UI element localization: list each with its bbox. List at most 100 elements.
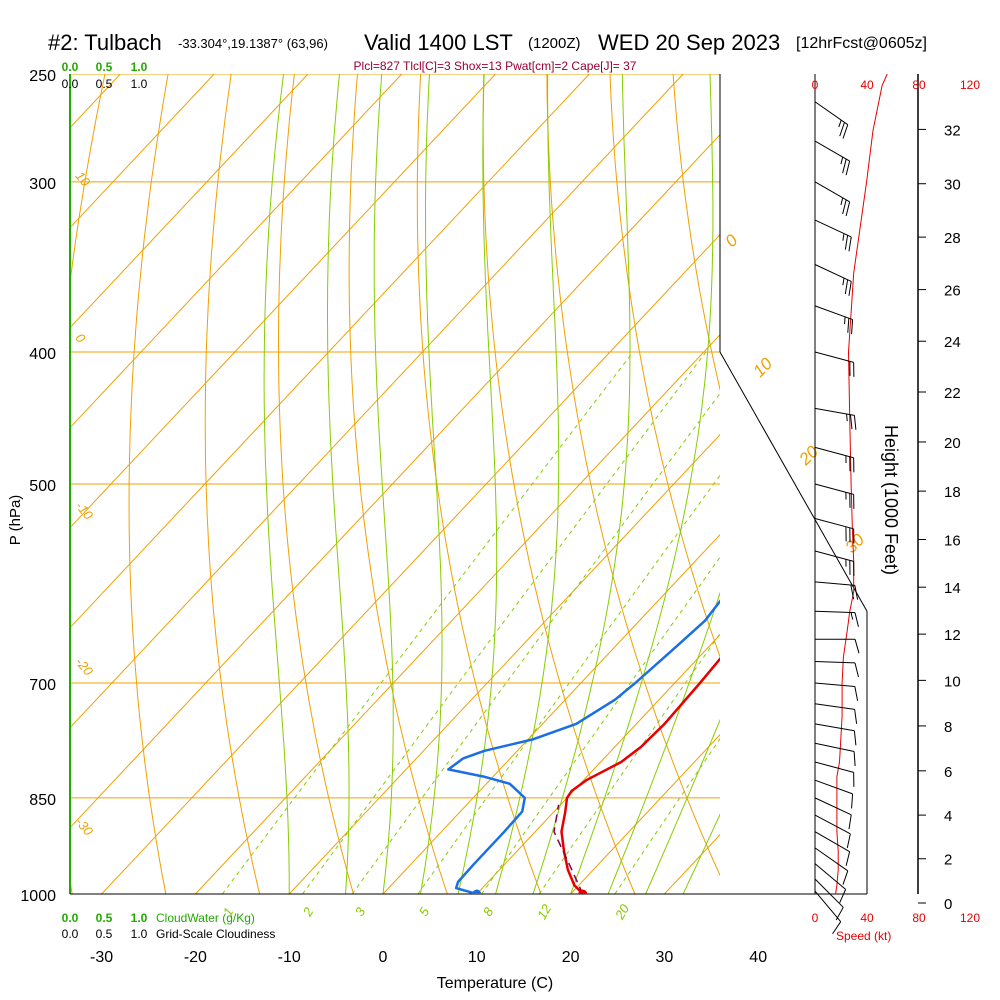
wind-barb: [814, 661, 859, 678]
height-tick-label: 14: [944, 580, 961, 597]
cloudiness-tick-bottom: 0.0: [62, 927, 79, 941]
pressure-tick-label: 250: [29, 68, 56, 85]
cloud-water-tick-bottom: 0.0: [62, 911, 79, 925]
mixing-ratio-line: [538, 632, 720, 894]
moist-adiabat-line: [682, 813, 720, 894]
y-axis-label: P (hPa): [7, 495, 24, 546]
wind-barb: [814, 863, 847, 903]
wind-barb: [815, 638, 860, 654]
mixing-ratio-line: [417, 474, 720, 894]
wind-barb: [814, 140, 851, 176]
dry-adiabat-line: [348, 74, 448, 894]
station-title: #2: Tulbach: [48, 30, 162, 55]
height-tick-label: 18: [944, 484, 961, 501]
moist-adiabat-line: [645, 718, 720, 894]
temperature-tick-label: -20: [184, 949, 207, 966]
height-tick-label: 2: [944, 852, 952, 869]
mixing-ratio-label: 12: [534, 901, 555, 922]
height-tick-label: 8: [944, 719, 952, 736]
isotherm-line: [476, 633, 720, 894]
cloudiness-tick-bottom: 1.0: [131, 927, 148, 941]
pressure-tick-label: 700: [29, 677, 56, 694]
temperature-line: [560, 656, 720, 894]
pressure-tick-label: 850: [29, 792, 56, 809]
dry-adiabat-line: [128, 74, 169, 894]
isotherm-label: -30: [72, 814, 96, 839]
speed-tick-top: 120: [960, 78, 980, 92]
dry-adiabat-label: 20: [795, 442, 823, 470]
height-axis-label: Height (1000 Feet): [881, 425, 901, 575]
speed-axis-label: Speed (kt): [836, 929, 891, 943]
isotherm-line: [288, 433, 720, 894]
mixing-ratio-label: 3: [352, 904, 369, 918]
speed-tick-bottom: 0: [812, 911, 819, 925]
isotherm-line: [70, 74, 309, 329]
dry-adiabat-label: 30: [841, 530, 868, 557]
temperature-tick-label: -10: [278, 949, 301, 966]
isotherm-label: 10: [72, 168, 93, 189]
wind-barb: [814, 264, 852, 296]
mixing-ratio-line: [302, 351, 707, 894]
isotherm-line: [570, 733, 720, 894]
wind-barb: [814, 610, 859, 627]
zulu-time: (1200Z): [528, 35, 581, 52]
mixing-ratio-line: [614, 737, 720, 894]
pressure-tick-label: 300: [29, 176, 56, 193]
dry-adiabat-line: [416, 74, 542, 894]
height-tick-label: 22: [944, 385, 961, 402]
height-tick-label: 30: [944, 177, 961, 194]
cloud-water-tick-bottom: 0.5: [96, 911, 113, 925]
wind-barb: [814, 703, 858, 724]
height-tick-label: 10: [944, 673, 961, 690]
dry-adiabat-line: [859, 50, 1000, 923]
isotherm-label: -10: [72, 498, 96, 523]
wind-barb: [814, 219, 852, 252]
background-grid: [70, 50, 1000, 923]
dry-adiabat-line: [204, 74, 261, 894]
isotherm-line: [70, 74, 684, 729]
wind-barb: [814, 483, 855, 509]
height-tick-label: 12: [944, 627, 961, 644]
wind-speed-line: [835, 73, 888, 895]
moist-adiabat-line: [570, 74, 714, 894]
height-tick-label: 24: [944, 334, 961, 351]
mixing-ratio-label: 8: [480, 904, 497, 918]
temperature-tick-label: 20: [562, 949, 580, 966]
dry-adiabat-label: 0: [721, 230, 742, 251]
height-tick-label: 4: [944, 808, 952, 825]
height-tick-label: 6: [944, 764, 952, 781]
height-tick-label: 32: [944, 122, 961, 139]
mixing-ratio-label: 20: [611, 901, 632, 923]
isotherm-line: [70, 74, 215, 229]
wind-barb: [814, 446, 855, 473]
isotherm-label: -20: [72, 654, 96, 679]
wind-barb: [814, 682, 859, 701]
pressure-tick-label: 500: [29, 478, 56, 495]
dry-adiabat-line: [609, 74, 720, 659]
speed-tick-bottom: 80: [912, 911, 926, 925]
wind-barb: [814, 847, 849, 885]
dewpoint-line: [447, 599, 720, 894]
cloud-water-tick-top: 1.0: [131, 60, 148, 74]
temperature-tick-label: 40: [749, 949, 767, 966]
cloud-water-label: CloudWater (g/Kg): [156, 911, 255, 925]
moist-adiabat-line: [263, 74, 290, 894]
moist-adiabat-line: [373, 74, 394, 894]
cloud-water-tick-top: 0.0: [62, 60, 79, 74]
height-tick-label: 26: [944, 283, 961, 300]
speed-tick-top: 40: [860, 78, 874, 92]
indices-line: Plcl=827 Tlcl[C]=3 Shox=13 Pwat[cm]=2 Ca…: [354, 59, 637, 73]
temperature-tick-label: -30: [90, 949, 113, 966]
station-coords: -33.304°,19.1387° (63,96): [178, 36, 328, 51]
height-tick-label: 16: [944, 533, 961, 550]
isotherm-line: [382, 533, 720, 894]
surface-temperature-dot: [578, 889, 588, 894]
surface-dewpoint-dot: [472, 889, 482, 894]
wind-barb: [814, 797, 852, 830]
cloud-water-tick-bottom: 1.0: [131, 911, 148, 925]
dry-adiabat-line: [984, 50, 1000, 923]
dry-adiabat-label: 10: [749, 354, 776, 381]
isotherm-label: 0: [72, 330, 89, 346]
axes: [69, 74, 919, 895]
